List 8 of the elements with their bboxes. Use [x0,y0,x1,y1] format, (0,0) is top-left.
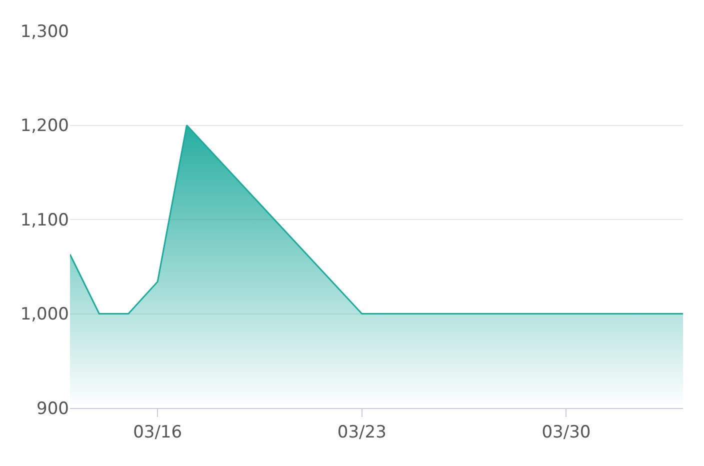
y-tick-label: 1,300 [20,22,69,42]
x-tick-label: 03/23 [337,422,386,442]
y-tick-label: 1,000 [20,304,69,325]
x-tick-label: 03/30 [542,422,591,442]
y-tick-label: 1,200 [20,116,69,136]
y-tick-label: 900 [36,398,69,419]
y-tick-label: 1,100 [20,210,69,230]
x-tick-label: 03/16 [133,422,182,442]
